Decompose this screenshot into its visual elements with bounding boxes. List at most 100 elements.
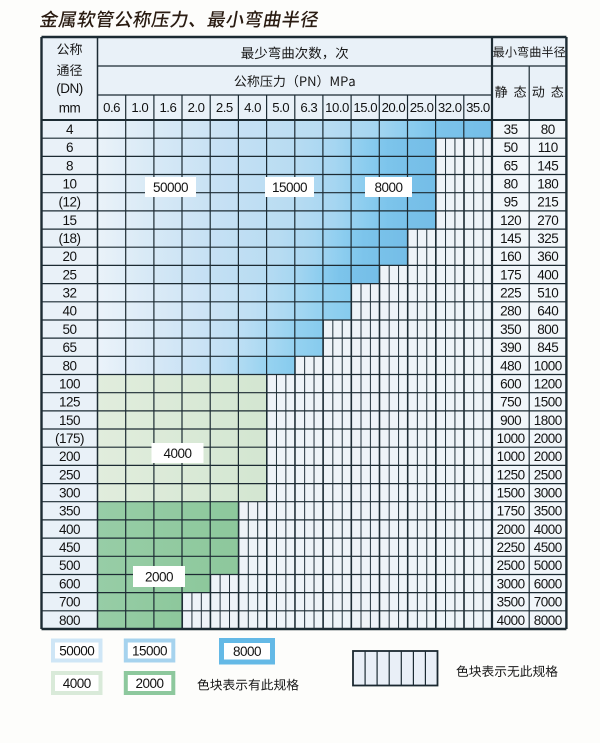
svg-text:32.0: 32.0 — [438, 100, 462, 115]
svg-text:480: 480 — [500, 358, 521, 373]
svg-text:4000: 4000 — [534, 522, 562, 537]
svg-text:15.0: 15.0 — [353, 100, 377, 115]
svg-text:845: 845 — [537, 340, 558, 355]
svg-text:65: 65 — [62, 340, 76, 355]
svg-text:270: 270 — [537, 213, 558, 228]
svg-text:80: 80 — [62, 358, 76, 373]
svg-text:2000: 2000 — [145, 569, 173, 584]
svg-text:(175): (175) — [55, 431, 84, 446]
svg-text:65: 65 — [504, 158, 518, 173]
svg-text:4000: 4000 — [497, 613, 525, 628]
svg-text:215: 215 — [537, 195, 558, 210]
svg-text:4000: 4000 — [63, 676, 91, 691]
svg-text:95: 95 — [504, 195, 518, 210]
svg-text:800: 800 — [537, 322, 558, 337]
svg-text:145: 145 — [500, 231, 521, 246]
svg-text:20: 20 — [62, 249, 76, 264]
svg-text:4500: 4500 — [534, 540, 562, 555]
svg-text:225: 225 — [500, 286, 521, 301]
svg-text:80: 80 — [504, 177, 518, 192]
svg-text:3500: 3500 — [497, 595, 525, 610]
svg-text:150: 150 — [59, 413, 80, 428]
svg-text:8000: 8000 — [233, 644, 261, 659]
svg-text:3000: 3000 — [534, 486, 562, 501]
svg-text:1000: 1000 — [534, 358, 562, 373]
svg-text:2500: 2500 — [497, 558, 525, 573]
svg-text:1500: 1500 — [497, 486, 525, 501]
svg-text:50000: 50000 — [59, 643, 94, 658]
svg-text:350: 350 — [500, 322, 521, 337]
svg-text:6.3: 6.3 — [300, 100, 317, 115]
svg-text:640: 640 — [537, 304, 558, 319]
svg-text:250: 250 — [59, 467, 80, 482]
svg-text:50: 50 — [62, 322, 76, 337]
svg-text:900: 900 — [500, 413, 521, 428]
svg-text:4: 4 — [66, 122, 74, 137]
svg-text:180: 180 — [537, 177, 558, 192]
svg-text:600: 600 — [500, 376, 521, 391]
svg-text:2250: 2250 — [497, 540, 525, 555]
svg-text:110: 110 — [538, 140, 558, 155]
svg-text:25: 25 — [62, 267, 76, 282]
svg-text:750: 750 — [500, 395, 521, 410]
svg-text:350: 350 — [59, 504, 80, 519]
svg-text:2.5: 2.5 — [216, 100, 233, 115]
svg-text:(12): (12) — [58, 195, 80, 210]
svg-text:450: 450 — [59, 540, 80, 555]
svg-text:1000: 1000 — [497, 449, 525, 464]
svg-text:2.0: 2.0 — [188, 100, 205, 115]
svg-text:80: 80 — [541, 122, 555, 137]
svg-text:1500: 1500 — [534, 395, 562, 410]
svg-text:700: 700 — [59, 595, 80, 610]
svg-text:2000: 2000 — [534, 431, 562, 446]
svg-text:mm: mm — [59, 101, 81, 116]
svg-text:10.0: 10.0 — [325, 100, 349, 115]
svg-text:7000: 7000 — [534, 595, 562, 610]
svg-text:400: 400 — [537, 267, 558, 282]
svg-text:35.0: 35.0 — [466, 100, 490, 115]
svg-text:50000: 50000 — [153, 180, 188, 195]
svg-text:1.0: 1.0 — [131, 100, 148, 115]
svg-text:390: 390 — [500, 340, 521, 355]
svg-text:400: 400 — [59, 522, 80, 537]
svg-text:35: 35 — [504, 122, 518, 137]
svg-text:175: 175 — [500, 267, 521, 282]
svg-text:360: 360 — [537, 249, 558, 264]
svg-text:15: 15 — [62, 213, 76, 228]
svg-text:1000: 1000 — [497, 431, 525, 446]
svg-text:280: 280 — [500, 304, 521, 319]
svg-text:120: 120 — [500, 213, 521, 228]
svg-text:32: 32 — [62, 286, 76, 301]
svg-text:1750: 1750 — [497, 504, 525, 519]
svg-text:20.0: 20.0 — [382, 100, 406, 115]
svg-text:8: 8 — [66, 158, 73, 173]
svg-text:100: 100 — [59, 376, 80, 391]
svg-text:4000: 4000 — [163, 446, 191, 461]
svg-text:(18): (18) — [58, 231, 80, 246]
svg-text:200: 200 — [59, 449, 80, 464]
svg-text:15000: 15000 — [272, 180, 307, 195]
svg-text:6000: 6000 — [534, 576, 562, 591]
svg-text:600: 600 — [59, 576, 80, 591]
svg-text:8000: 8000 — [534, 613, 562, 628]
svg-text:1250: 1250 — [497, 467, 525, 482]
svg-text:2500: 2500 — [534, 467, 562, 482]
svg-text:3000: 3000 — [497, 576, 525, 591]
svg-text:1.6: 1.6 — [159, 100, 176, 115]
svg-text:40: 40 — [62, 304, 76, 319]
svg-text:25.0: 25.0 — [410, 100, 434, 115]
svg-text:2000: 2000 — [497, 522, 525, 537]
svg-text:1200: 1200 — [534, 376, 562, 391]
svg-text:125: 125 — [59, 395, 80, 410]
svg-text:10: 10 — [62, 177, 76, 192]
svg-text:(DN): (DN) — [56, 81, 83, 96]
svg-text:0.6: 0.6 — [103, 100, 120, 115]
svg-text:300: 300 — [59, 486, 80, 501]
svg-text:510: 510 — [537, 286, 558, 301]
svg-text:8000: 8000 — [374, 180, 402, 195]
svg-text:500: 500 — [59, 558, 80, 573]
svg-text:15000: 15000 — [132, 643, 167, 658]
svg-text:50: 50 — [504, 140, 518, 155]
svg-text:2000: 2000 — [534, 449, 562, 464]
svg-text:5000: 5000 — [534, 558, 562, 573]
